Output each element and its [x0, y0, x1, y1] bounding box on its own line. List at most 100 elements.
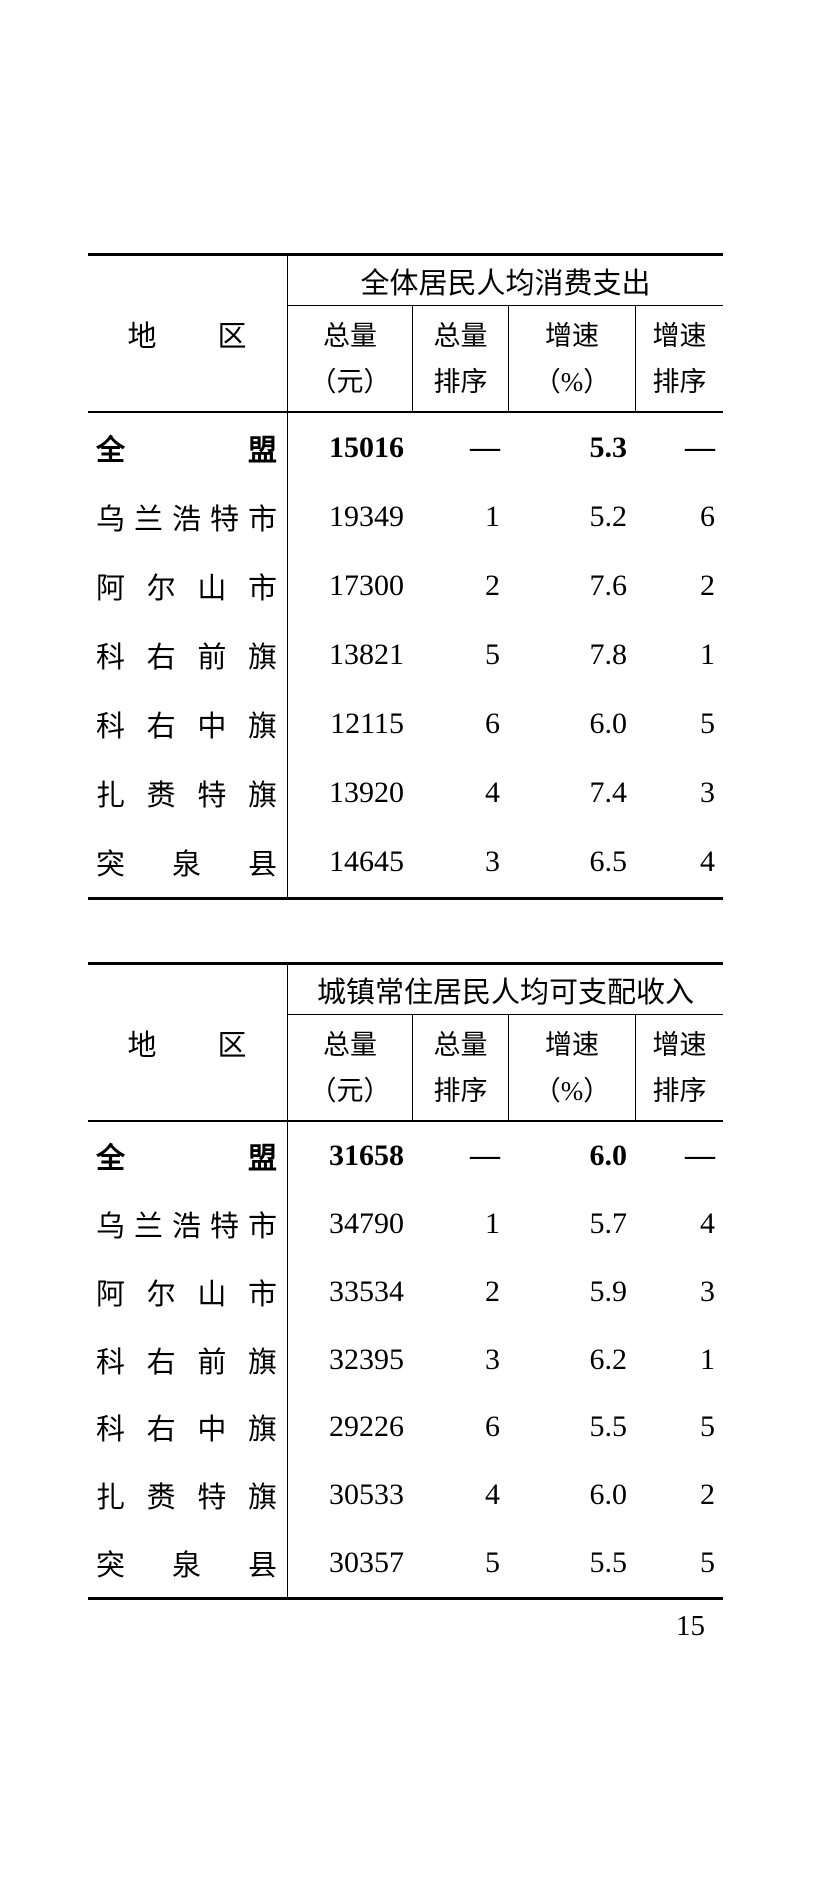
region-cell: 阿尔山市	[88, 1257, 288, 1326]
region-cell: 科右前旗	[88, 1325, 288, 1394]
total-cell: 29226	[329, 1410, 404, 1444]
growth-cell: 6.5	[589, 845, 628, 879]
table-header: 地 区 城镇常住居民人均可支配收入 总量 （元） 总量 排序 增速 （%）	[88, 965, 723, 1122]
growth-rank-cell: 1	[700, 637, 715, 671]
growth-rank-cell: 5	[700, 1410, 715, 1444]
growth-cell: 7.6	[589, 568, 628, 602]
total-rank-cell: 2	[485, 1274, 500, 1308]
growth-cell: 6.0	[589, 1478, 628, 1512]
table-row: 乌兰浩特市 34790 1 5.7 4	[88, 1189, 723, 1258]
growth-cell: 6.0	[589, 1138, 628, 1172]
growth-cell: 5.3	[589, 430, 628, 464]
growth-column-header: 增速 （%）	[508, 306, 635, 411]
growth-rank-cell: —	[685, 430, 715, 464]
table-row: 全盟 15016 — 5.3 —	[88, 413, 723, 483]
page-number: 15	[676, 1610, 705, 1642]
table-row: 科右前旗 32395 3 6.2 1	[88, 1325, 723, 1394]
growth-rank-cell: 5	[700, 707, 715, 741]
total-rank-cell: 1	[485, 499, 500, 533]
total-rank-cell: 5	[485, 1546, 500, 1580]
region-label: 乌兰浩特市	[96, 1210, 277, 1243]
growth-cell: 6.0	[589, 707, 628, 741]
growth-rank-cell: 5	[700, 1546, 715, 1580]
region-cell: 扎赉特旗	[88, 758, 288, 828]
total-cell: 15016	[329, 430, 404, 464]
table-row: 乌兰浩特市 19349 1 5.2 6	[88, 482, 723, 552]
total-cell: 34790	[329, 1206, 404, 1240]
table-row: 科右中旗 29226 6 5.5 5	[88, 1393, 723, 1462]
table-row: 突泉县 30357 5 5.5 5	[88, 1529, 723, 1598]
region-cell: 突泉县	[88, 1529, 288, 1598]
region-label: 乌兰浩特市	[96, 503, 277, 536]
region-label: 突泉县	[96, 849, 277, 882]
region-cell: 全盟	[88, 1122, 288, 1190]
growth-rank-cell: —	[685, 1138, 715, 1172]
region-label: 科右中旗	[96, 1414, 277, 1447]
growth-cell: 5.9	[589, 1274, 628, 1308]
total-cell: 19349	[329, 499, 404, 533]
total-cell: 33534	[329, 1274, 404, 1308]
table-body: 全盟 15016 — 5.3 — 乌兰浩特市 19349 1 5.2 6 阿尔山…	[88, 413, 723, 897]
total-rank-cell: 6	[485, 1410, 500, 1444]
total-cell: 13821	[329, 637, 404, 671]
table-row: 阿尔山市 17300 2 7.6 2	[88, 551, 723, 621]
total-cell: 30533	[329, 1478, 404, 1512]
region-label: 阿尔山市	[96, 572, 277, 605]
region-label: 突泉县	[96, 1550, 277, 1583]
growth-cell: 7.4	[589, 776, 628, 810]
table-row: 突泉县 14645 3 6.5 4	[88, 827, 723, 897]
table-title: 城镇常住居民人均可支配收入	[288, 965, 723, 1015]
growth-cell: 5.7	[589, 1206, 628, 1240]
region-cell: 科右中旗	[88, 689, 288, 759]
growth-rank-cell: 1	[700, 1342, 715, 1376]
total-rank-cell: —	[470, 1138, 500, 1172]
sub-headers: 总量 （元） 总量 排序 增速 （%） 增速 排序	[288, 1015, 723, 1120]
total-column-header: 总量 （元）	[309, 1029, 391, 1106]
total-cell: 13920	[329, 776, 404, 810]
total-cell: 12115	[330, 707, 404, 741]
table-row: 科右中旗 12115 6 6.0 5	[88, 689, 723, 759]
region-cell: 阿尔山市	[88, 551, 288, 621]
growth-rank-cell: 2	[700, 568, 715, 602]
per-capita-consumption-table: 地 区 全体居民人均消费支出 总量 （元） 总量 排序 增速 （%）	[88, 253, 723, 900]
region-column-header: 地 区	[88, 965, 288, 1120]
total-rank-cell: 1	[485, 1206, 500, 1240]
table-body: 全盟 31658 — 6.0 — 乌兰浩特市 34790 1 5.7 4 阿尔山…	[88, 1122, 723, 1598]
growth-cell: 5.5	[589, 1410, 628, 1444]
urban-disposable-income-table: 地 区 城镇常住居民人均可支配收入 总量 （元） 总量 排序 增速 （%）	[88, 962, 723, 1600]
region-label: 阿尔山市	[96, 1278, 277, 1311]
table-row: 全盟 31658 — 6.0 —	[88, 1122, 723, 1190]
growth-rank-cell: 2	[700, 1478, 715, 1512]
total-rank-cell: 3	[485, 1342, 500, 1376]
region-label: 扎赉特旗	[96, 1482, 277, 1515]
table-header-right: 城镇常住居民人均可支配收入 总量 （元） 总量 排序 增速 （%）	[288, 965, 723, 1120]
growth-rank-cell: 3	[700, 776, 715, 810]
total-cell: 17300	[329, 568, 404, 602]
region-label: 科右前旗	[96, 1346, 277, 1379]
region-cell: 全盟	[88, 413, 288, 483]
table-row: 阿尔山市 33534 2 5.9 3	[88, 1257, 723, 1326]
total-rank-cell: 4	[485, 1478, 500, 1512]
sub-headers: 总量 （元） 总量 排序 增速 （%） 增速 排序	[288, 306, 723, 411]
growth-cell: 6.2	[589, 1342, 628, 1376]
region-label: 扎赉特旗	[96, 780, 277, 813]
total-column-header: 总量 （元）	[309, 320, 391, 397]
growth-rank-column-header: 增速 排序	[635, 1015, 723, 1120]
growth-column-header: 增速 （%）	[508, 1015, 635, 1120]
total-rank-cell: 3	[485, 845, 500, 879]
total-rank-cell: 5	[485, 637, 500, 671]
total-cell: 32395	[329, 1342, 404, 1376]
region-cell: 科右前旗	[88, 620, 288, 690]
region-cell: 突泉县	[88, 827, 288, 897]
total-cell: 14645	[329, 845, 404, 879]
region-cell: 乌兰浩特市	[88, 482, 288, 552]
region-label: 科右前旗	[96, 641, 277, 674]
total-rank-cell: 2	[485, 568, 500, 602]
growth-rank-cell: 4	[700, 1206, 715, 1240]
total-rank-column-header: 总量 排序	[412, 1015, 508, 1120]
total-rank-cell: 4	[485, 776, 500, 810]
region-label: 全盟	[96, 1142, 277, 1175]
region-column-header: 地 区	[88, 256, 288, 411]
total-rank-column-header: 总量 排序	[412, 306, 508, 411]
